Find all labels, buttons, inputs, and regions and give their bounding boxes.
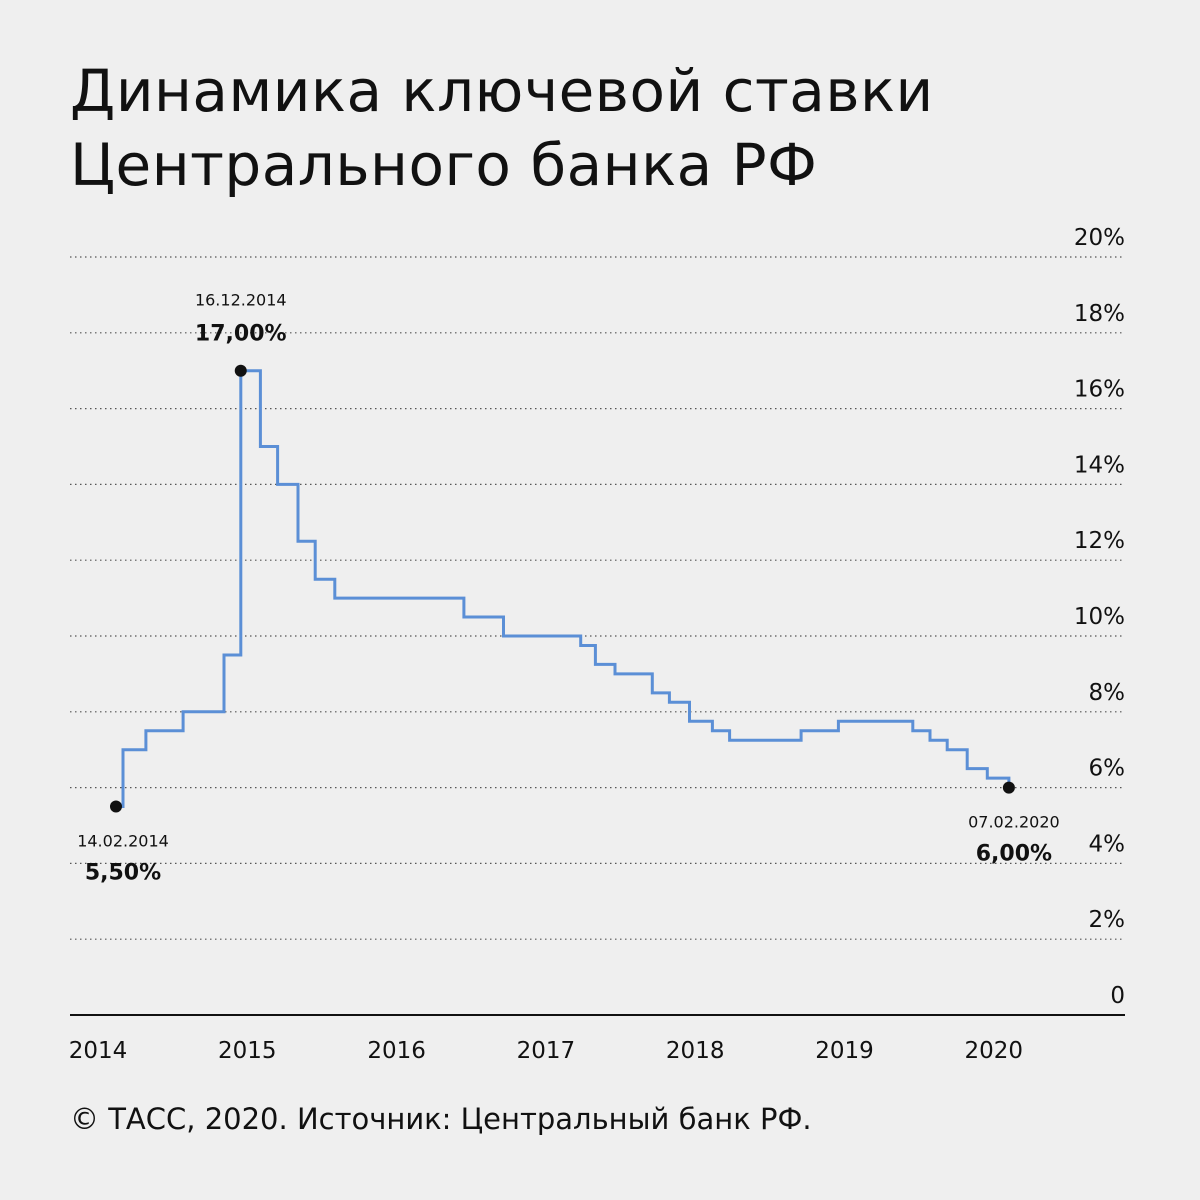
annotation-value: 5,50% bbox=[85, 861, 161, 886]
x-tick-label: 2015 bbox=[218, 1038, 277, 1064]
y-tick-label: 6% bbox=[1089, 756, 1126, 782]
x-tick-label: 2017 bbox=[517, 1038, 576, 1064]
annotation-point bbox=[109, 800, 122, 813]
chart-title: Динамика ключевой ставки Центрального ба… bbox=[70, 54, 1150, 202]
annotation-value: 17,00% bbox=[195, 322, 287, 347]
annotation-value: 6,00% bbox=[976, 842, 1052, 867]
y-tick-label: 12% bbox=[1074, 528, 1125, 554]
x-tick-label: 2018 bbox=[666, 1038, 725, 1064]
source-credit: © ТАСС, 2020. Источник: Центральный банк… bbox=[70, 1102, 812, 1136]
chart-title-line-2: Центрального банка РФ bbox=[70, 131, 818, 199]
y-tick-label: 0 bbox=[1110, 983, 1125, 1009]
y-tick-label: 4% bbox=[1089, 831, 1126, 857]
annotation-point bbox=[1002, 781, 1015, 794]
y-tick-label: 18% bbox=[1074, 301, 1125, 327]
chart-title-line-1: Динамика ключевой ставки bbox=[70, 57, 934, 125]
y-tick-label: 20% bbox=[1074, 225, 1125, 251]
x-tick-label: 2016 bbox=[367, 1038, 426, 1064]
x-tick-label: 2019 bbox=[815, 1038, 874, 1064]
annotation-date: 16.12.2014 bbox=[195, 291, 287, 310]
annotation-date: 07.02.2020 bbox=[968, 813, 1060, 832]
y-tick-label: 8% bbox=[1089, 680, 1126, 706]
x-tick-label: 2014 bbox=[69, 1038, 128, 1064]
y-tick-label: 10% bbox=[1074, 604, 1125, 630]
annotation-point bbox=[234, 364, 247, 377]
annotation-date: 14.02.2014 bbox=[77, 832, 169, 851]
x-tick-label: 2020 bbox=[965, 1038, 1024, 1064]
y-tick-label: 14% bbox=[1074, 452, 1125, 478]
rate-series-line bbox=[116, 369, 1011, 808]
y-tick-label: 2% bbox=[1089, 907, 1126, 933]
y-tick-label: 16% bbox=[1074, 377, 1125, 403]
